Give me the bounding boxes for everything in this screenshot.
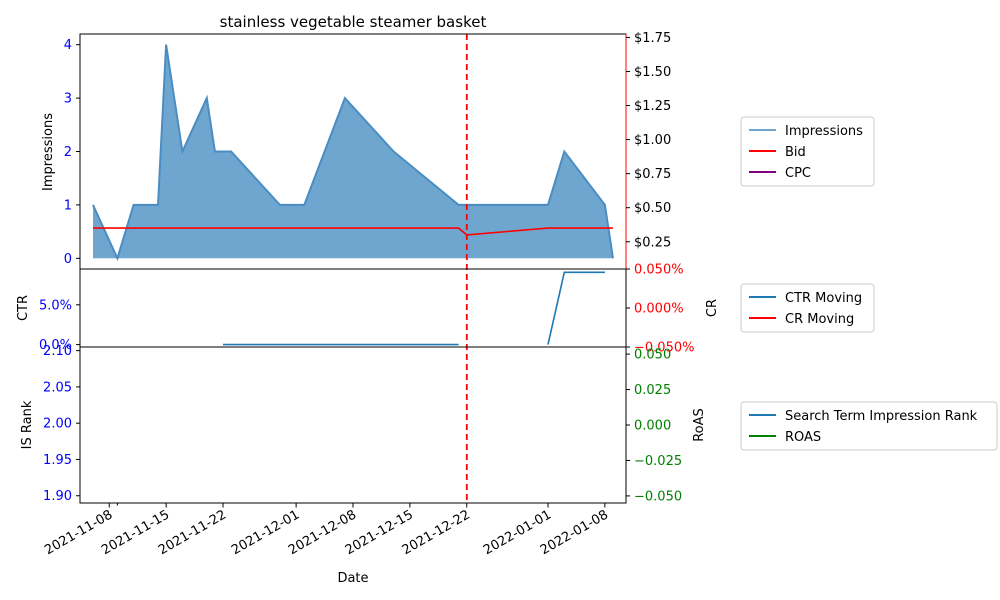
legend-label: ROAS — [785, 430, 821, 445]
top-left-tick-label: 3 — [64, 92, 72, 107]
legend-label: CTR Moving — [785, 291, 862, 306]
middle-left-percent-tick-label: 0.0% — [39, 338, 72, 353]
impressions-line — [92, 44, 614, 262]
top-right-tick-label: $1.00 — [634, 133, 671, 148]
middle-right-ylabel: CR — [705, 299, 720, 317]
middle-right-tick-label: 0.000% — [634, 302, 684, 317]
legend-label: Search Term Impression Rank — [785, 409, 978, 424]
top-left-tick-label: 0 — [64, 252, 72, 267]
bottom-left-tick-label: 1.90 — [43, 489, 72, 504]
top-left-ylabel: Impressions — [41, 113, 56, 191]
middle-left-ylabel: CTR — [16, 295, 31, 321]
bottom-left-tick-label: 2.00 — [43, 417, 72, 432]
x-axis-label: Date — [337, 571, 368, 586]
top-right-tick-label: $1.50 — [634, 65, 671, 80]
bottom-right-ylabel: RoAS — [692, 408, 707, 442]
middle-right-tick-label: 0.050% — [634, 263, 684, 278]
legend-label: CPC — [785, 166, 811, 181]
top-left-tick-label: 2 — [64, 145, 72, 160]
top-right-tick-label: $0.50 — [634, 201, 671, 216]
axes-frame-2 — [79, 268, 627, 348]
top-right-tick-label: $1.25 — [634, 99, 671, 114]
legend-label: Impressions — [785, 124, 863, 139]
bottom-right-tick-label: −0.050 — [634, 489, 682, 504]
ctr-moving-line-2 — [547, 271, 605, 345]
bottom-left-tick-label: 1.95 — [43, 453, 72, 468]
bottom-right-tick-label: 0.000 — [634, 419, 671, 434]
top-right-tick-label: $1.75 — [634, 31, 671, 46]
bottom-right-tick-label: −0.025 — [634, 454, 682, 469]
axes-frame-3 — [79, 346, 627, 504]
bottom-right-tick-label: 0.050 — [634, 348, 671, 363]
bottom-left-tick-label: 2.10 — [43, 344, 72, 359]
top-right-tick-label: $0.25 — [634, 235, 671, 250]
legend-label: CR Moving — [785, 312, 854, 327]
legend-box — [740, 116, 875, 187]
chart-title: stainless vegetable steamer basket — [220, 13, 487, 31]
legend-label: Bid — [785, 145, 806, 160]
middle-right-tick-label: −0.050% — [634, 341, 694, 356]
top-left-tick-label: 4 — [64, 38, 72, 53]
bottom-right-tick-label: 0.025 — [634, 383, 671, 398]
top-right-tick-label: $0.75 — [634, 167, 671, 182]
bottom-left-ylabel: IS Rank — [20, 400, 35, 449]
bottom-left-tick-label: 2.05 — [43, 380, 72, 395]
middle-left-percent-tick-label: 5.0% — [39, 298, 72, 313]
legend-box — [740, 401, 998, 451]
top-left-tick-label: 1 — [64, 198, 72, 213]
